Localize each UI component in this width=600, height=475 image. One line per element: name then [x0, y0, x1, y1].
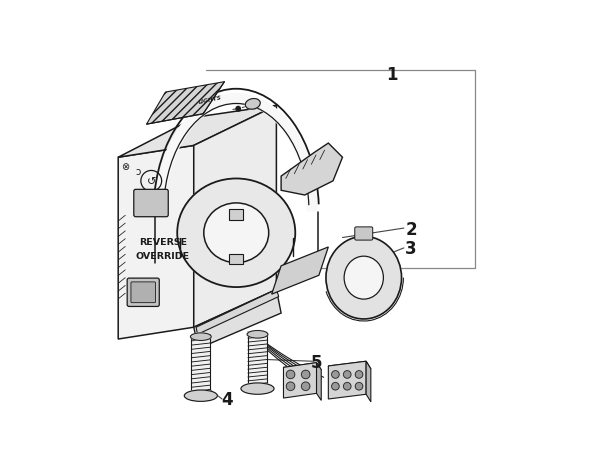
Polygon shape: [281, 143, 343, 195]
Ellipse shape: [190, 333, 211, 341]
Circle shape: [343, 370, 351, 378]
Circle shape: [332, 382, 339, 390]
Text: ↄ: ↄ: [136, 167, 141, 177]
Polygon shape: [118, 105, 277, 157]
Polygon shape: [317, 362, 321, 400]
FancyBboxPatch shape: [134, 190, 168, 217]
FancyBboxPatch shape: [191, 337, 210, 396]
Text: ↺: ↺: [146, 177, 156, 187]
FancyBboxPatch shape: [229, 209, 244, 219]
Circle shape: [343, 382, 351, 390]
Text: 3: 3: [405, 240, 417, 258]
Text: 5: 5: [311, 354, 322, 371]
Polygon shape: [146, 82, 224, 124]
Polygon shape: [283, 362, 317, 398]
Polygon shape: [328, 361, 371, 373]
FancyBboxPatch shape: [355, 227, 373, 240]
Polygon shape: [194, 105, 277, 327]
Circle shape: [301, 382, 310, 390]
Text: 4: 4: [221, 391, 233, 409]
FancyBboxPatch shape: [127, 278, 159, 306]
Circle shape: [286, 382, 295, 390]
Polygon shape: [328, 361, 366, 399]
Ellipse shape: [204, 203, 269, 263]
Ellipse shape: [184, 390, 217, 401]
Circle shape: [301, 370, 310, 379]
FancyBboxPatch shape: [248, 334, 267, 389]
Ellipse shape: [247, 331, 268, 338]
Circle shape: [286, 370, 295, 379]
Polygon shape: [272, 247, 328, 294]
Text: ⊗: ⊗: [121, 162, 130, 171]
Ellipse shape: [245, 98, 260, 109]
FancyBboxPatch shape: [229, 254, 244, 265]
Polygon shape: [194, 289, 281, 349]
Text: 2: 2: [405, 221, 417, 239]
Text: LIGHTS: LIGHTS: [198, 95, 223, 104]
FancyBboxPatch shape: [131, 282, 155, 303]
Circle shape: [332, 370, 339, 378]
Text: –●–: –●–: [230, 102, 247, 114]
Ellipse shape: [241, 383, 274, 394]
Ellipse shape: [177, 179, 295, 287]
Text: REVERSE: REVERSE: [139, 238, 187, 247]
Polygon shape: [118, 145, 194, 339]
Polygon shape: [283, 362, 321, 374]
Polygon shape: [196, 289, 279, 334]
Polygon shape: [366, 361, 371, 402]
Text: 1: 1: [386, 66, 398, 84]
Ellipse shape: [344, 256, 383, 299]
Text: OVERRIDE: OVERRIDE: [136, 252, 190, 261]
Circle shape: [355, 370, 363, 378]
Ellipse shape: [326, 237, 401, 319]
Circle shape: [355, 382, 363, 390]
